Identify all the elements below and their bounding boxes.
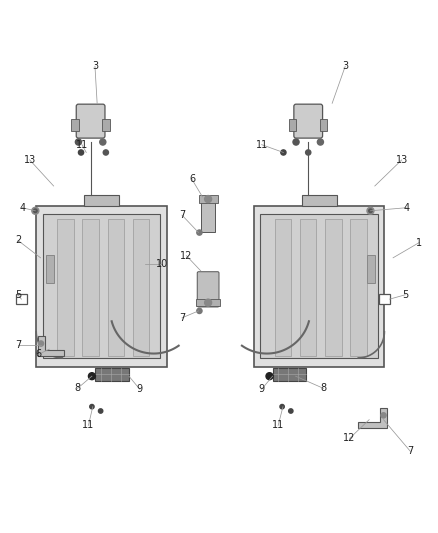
Circle shape <box>34 209 37 213</box>
Text: 4: 4 <box>19 203 25 213</box>
Polygon shape <box>358 408 387 427</box>
Bar <box>36 206 167 367</box>
Bar <box>108 219 124 356</box>
Bar <box>320 118 327 131</box>
Text: 7: 7 <box>179 210 185 220</box>
Text: 2: 2 <box>15 236 21 245</box>
Circle shape <box>306 150 311 155</box>
Circle shape <box>381 413 386 418</box>
Bar <box>196 298 220 305</box>
Bar <box>71 118 79 131</box>
Text: 12: 12 <box>343 433 356 443</box>
Bar <box>379 294 390 304</box>
Text: 3: 3 <box>342 61 348 71</box>
Bar <box>260 214 378 358</box>
Circle shape <box>197 308 202 313</box>
Bar <box>275 219 291 356</box>
Text: 13: 13 <box>396 155 408 165</box>
Text: 5: 5 <box>15 290 21 300</box>
FancyBboxPatch shape <box>197 272 219 307</box>
Bar <box>95 368 129 381</box>
Bar <box>289 118 297 131</box>
Circle shape <box>75 139 81 145</box>
Bar <box>198 195 218 203</box>
Bar <box>201 199 215 232</box>
Bar <box>84 195 119 206</box>
Text: 11: 11 <box>76 140 88 150</box>
Text: 11: 11 <box>82 421 95 430</box>
Circle shape <box>78 150 84 155</box>
Text: 7: 7 <box>407 447 413 456</box>
Circle shape <box>369 209 372 213</box>
Bar <box>350 219 367 356</box>
Text: 9: 9 <box>137 384 143 394</box>
Circle shape <box>99 409 103 413</box>
Bar <box>82 219 99 356</box>
Text: 11: 11 <box>272 421 284 430</box>
Bar <box>46 255 53 283</box>
Bar <box>302 195 336 206</box>
Circle shape <box>205 299 212 306</box>
Circle shape <box>266 373 273 379</box>
Text: 7: 7 <box>179 313 185 323</box>
Bar <box>325 219 342 356</box>
Circle shape <box>289 409 293 413</box>
Circle shape <box>90 405 94 409</box>
Bar <box>254 206 385 367</box>
Circle shape <box>88 373 95 379</box>
FancyBboxPatch shape <box>294 104 322 138</box>
FancyBboxPatch shape <box>76 104 105 138</box>
Text: 5: 5 <box>402 290 408 300</box>
Bar <box>367 255 375 283</box>
Text: 8: 8 <box>320 383 326 393</box>
Bar <box>300 219 317 356</box>
Circle shape <box>32 207 39 214</box>
Circle shape <box>367 207 374 214</box>
Text: 3: 3 <box>92 61 98 71</box>
Text: 11: 11 <box>255 140 268 150</box>
Bar <box>43 214 160 358</box>
Circle shape <box>281 150 286 155</box>
Circle shape <box>103 150 109 155</box>
Bar <box>102 118 110 131</box>
Circle shape <box>318 139 323 145</box>
Text: 12: 12 <box>180 251 193 261</box>
Circle shape <box>205 196 212 203</box>
Text: 9: 9 <box>258 384 265 394</box>
Circle shape <box>100 139 106 145</box>
Bar <box>57 219 74 356</box>
Circle shape <box>293 139 299 145</box>
Bar <box>16 294 27 304</box>
Circle shape <box>280 405 284 409</box>
Text: 10: 10 <box>156 260 169 269</box>
Bar <box>133 219 149 356</box>
Bar <box>272 368 307 381</box>
Circle shape <box>197 230 202 235</box>
Text: 6: 6 <box>189 174 195 184</box>
Text: 7: 7 <box>15 340 21 350</box>
Text: 1: 1 <box>416 238 422 247</box>
Polygon shape <box>39 336 64 356</box>
Text: 6: 6 <box>35 350 42 359</box>
Text: 13: 13 <box>24 155 36 165</box>
Text: 8: 8 <box>74 383 81 393</box>
Circle shape <box>39 341 44 346</box>
Text: 4: 4 <box>403 203 409 213</box>
